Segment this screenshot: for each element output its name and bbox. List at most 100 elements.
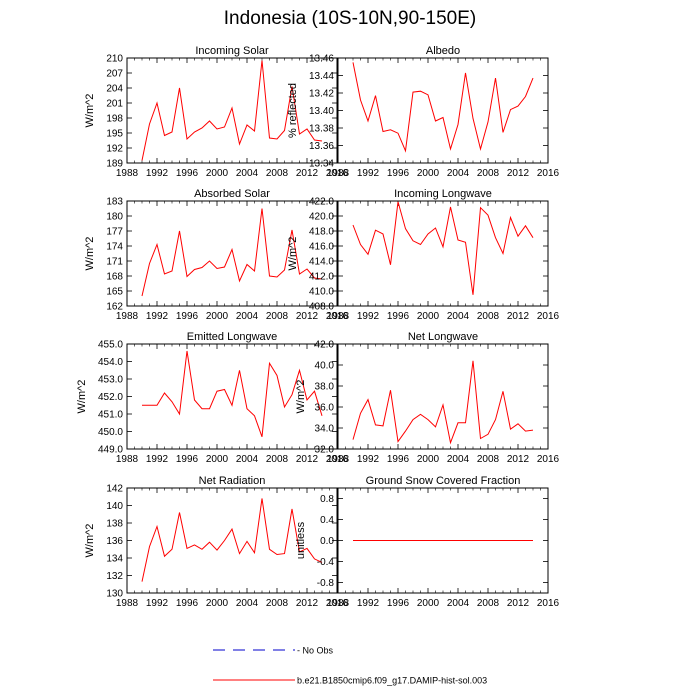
x-tick-label: 1992 [357,168,380,179]
y-tick-label: 452.0 [98,392,123,403]
x-tick-label: 2012 [296,168,319,179]
y-axis-label: W/m^2 [84,237,96,271]
y-tick-label: 180 [106,212,123,223]
x-tick-label: 1988 [116,168,139,179]
y-axis-label: % reflected [287,83,299,138]
chart-title: Incoming Longwave [394,188,492,200]
x-tick-label: 1996 [176,598,199,609]
y-tick-label: 13.40 [309,106,334,117]
y-tick-label: 418.0 [309,227,334,238]
chart-panel: Absorbed Solar 1988 1992 1996 2000 2004 2008 20… [84,188,349,322]
y-tick-label: 420.0 [309,212,334,223]
y-tick-label: 408.0 [309,302,334,313]
x-tick-label: 2012 [507,454,530,465]
y-tick-label: 138 [106,519,123,530]
x-tick-label: 2004 [447,168,470,179]
y-tick-label: 171 [106,257,123,268]
y-tick-label: 195 [106,129,123,140]
x-tick-label: 2000 [417,598,440,609]
x-tick-label: 1988 [116,598,139,609]
plot-frame [126,200,338,307]
x-tick-label: 2000 [206,598,229,609]
y-tick-label: 454.0 [98,357,123,368]
chart-panel: Incoming Longwave 1988 1992 1996 2000 2004 200… [287,188,560,322]
x-tick-label: 2004 [447,454,470,465]
y-tick-label: 453.0 [98,375,123,386]
x-tick-label: 2008 [266,598,289,609]
x-tick-label: 1996 [176,454,199,465]
y-tick-label: 13.44 [309,71,334,82]
y-tick-label: 174 [106,242,123,253]
chart-panel: Incoming Solar 1988 1992 1996 2000 2004 2008 20… [84,45,349,179]
x-tick-label: 1992 [357,454,380,465]
legend-item: b.e21.B1850cmip6.f09_g17.DAMIP-hist-sol.… [213,676,487,686]
x-tick-label: 2016 [537,311,560,322]
y-tick-label: 13.38 [309,124,334,135]
x-tick-label: 2016 [537,454,560,465]
y-tick-label: 162 [106,302,123,313]
x-tick-label: 2016 [326,168,349,179]
y-tick-label: 422.0 [309,197,334,208]
chart-title: Albedo [426,45,460,57]
x-tick-label: 2008 [266,168,289,179]
chart-title: Net Longwave [408,331,478,343]
x-tick-label: 1992 [146,454,169,465]
y-tick-label: 183 [106,197,123,208]
x-tick-label: 1992 [357,598,380,609]
y-tick-label: 177 [106,227,123,238]
x-tick-label: 1996 [387,454,410,465]
x-tick-label: 2000 [417,454,440,465]
x-tick-label: 1992 [357,311,380,322]
legend-item: - No Obs [213,646,334,656]
y-tick-label: 134 [106,554,123,565]
x-tick-label: 2016 [537,168,560,179]
y-tick-label: 136 [106,536,123,547]
x-tick-label: 1996 [176,168,199,179]
y-tick-label: 414.0 [309,257,334,268]
x-tick-label: 2008 [477,598,500,609]
y-tick-label: 13.46 [309,54,334,65]
y-axis-label: W/m^2 [287,237,299,271]
x-tick-label: 1992 [146,598,169,609]
x-tick-label: 1988 [116,454,139,465]
chart-title: Incoming Solar [195,45,269,57]
x-tick-label: 2004 [447,311,470,322]
x-tick-label: 2016 [537,598,560,609]
x-tick-label: 2008 [266,311,289,322]
x-tick-label: 1988 [327,168,350,179]
y-tick-label: 132 [106,571,123,582]
x-tick-label: 1996 [387,598,410,609]
series-line [141,208,323,297]
y-tick-label: 192 [106,144,123,155]
y-tick-label: 38.0 [315,382,335,393]
y-tick-label: 189 [106,159,123,170]
x-tick-label: 2000 [206,168,229,179]
y-tick-label: 36.0 [315,403,335,414]
y-tick-label: -0.8 [317,578,335,589]
series-line [141,60,323,161]
x-tick-label: 2000 [206,311,229,322]
x-tick-label: 1988 [327,454,350,465]
series-line [141,498,323,582]
y-tick-label: 168 [106,272,123,283]
chart-title: Absorbed Solar [194,188,270,200]
x-tick-label: 1988 [116,311,139,322]
y-tick-label: 204 [106,84,123,95]
chart-panel: Net Longwave 1988 1992 1996 2000 2004 2008 2012… [295,331,560,465]
plot-frame [337,57,549,164]
x-tick-label: 2004 [236,168,259,179]
y-tick-label: 130 [106,589,123,600]
y-axis-label: unitless [295,521,307,559]
y-tick-label: 42.0 [315,340,335,351]
y-tick-label: 410.0 [309,287,334,298]
plot-frame [337,343,549,450]
y-tick-label: 455.0 [98,340,123,351]
y-tick-label: 201 [106,99,123,110]
x-tick-label: 2012 [507,168,530,179]
y-tick-label: 13.42 [309,89,334,100]
y-tick-label: 0.8 [320,494,334,505]
y-tick-label: 13.36 [309,141,334,152]
x-tick-label: 2008 [477,454,500,465]
y-axis-label: W/m^2 [76,380,88,414]
